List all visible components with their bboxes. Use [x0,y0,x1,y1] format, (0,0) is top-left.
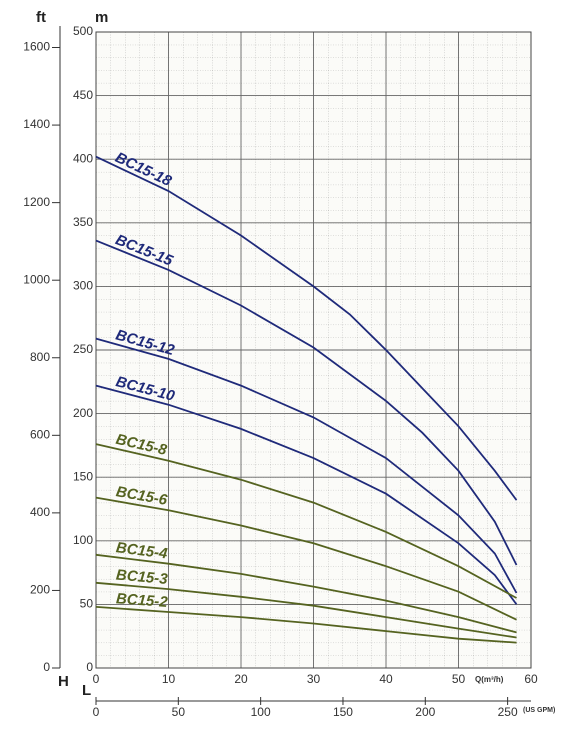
plot-frame [95,31,532,669]
y-tick-label: 150 [73,469,93,483]
pump-curve [95,337,518,594]
y-tick-label: 100 [73,533,93,547]
y-tick-label: 450 [73,88,93,102]
x2-tick-label: 250 [498,705,518,719]
x2-tick-label: 0 [93,705,100,719]
y-tick-label: 250 [73,342,93,356]
pump-curve [95,581,517,639]
y2-tick-label: 0 [43,660,50,674]
x-tick-label: 0 [93,672,100,686]
pump-curve [95,443,517,599]
x-axis-label: Q(m³/h) [475,675,504,684]
y2-tick-label: 200 [30,583,50,597]
y2-tick-label: 400 [30,505,50,519]
x2-tick-label: 100 [251,705,271,719]
y-tick-label: 400 [73,151,93,165]
y2-tick-label: 800 [30,350,50,364]
pump-curve [95,496,517,621]
h-label: H [58,673,69,690]
curve-label: BC15-4 [115,539,169,562]
pump-curve [95,155,518,501]
y-tick-label: 200 [73,406,93,420]
pump-curve [95,553,517,634]
x2-axis-label: (US GPM) [523,707,555,714]
y-tick-label: 50 [80,597,94,611]
x-tick-label: 50 [452,672,466,686]
x-tick-label: 60 [524,672,538,686]
y2-tick-label: 1400 [23,117,50,131]
y2-tick-label: 1000 [23,272,50,286]
y2-tick-label: 1200 [23,195,50,209]
l-label: L [82,682,91,699]
x-tick-label: 30 [307,672,321,686]
x2-tick-label: 200 [415,705,435,719]
y-tick-label: 350 [73,215,93,229]
pump-curve [95,384,518,605]
y2-tick-label: 1600 [23,40,50,54]
pump-curve [95,239,518,566]
pump-curve [95,606,517,644]
y2-tick-label: 600 [30,427,50,441]
x2-tick-label: 150 [333,705,353,719]
y-tick-label: 300 [73,279,93,293]
y-axis-label: m [95,9,108,26]
curve-label: BC15-2 [115,590,168,611]
curve-label: BC15-3 [115,567,169,588]
x2-tick-label: 50 [172,705,186,719]
y-tick-label: 0 [86,660,93,674]
x-tick-label: 40 [379,672,393,686]
y-tick-label: 500 [73,24,93,38]
x-tick-label: 10 [162,672,176,686]
y2-axis-label: ft [36,9,46,26]
x-tick-label: 20 [234,672,248,686]
